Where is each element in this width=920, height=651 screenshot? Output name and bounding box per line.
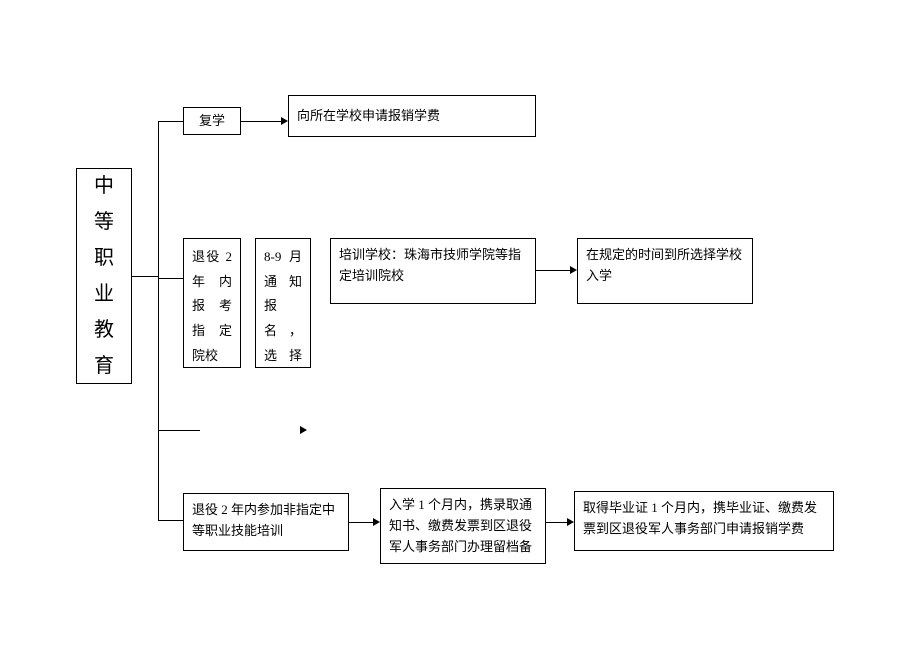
arrow-b3-grad [567,518,574,526]
root-label: 中等职业教育 [94,168,114,384]
arrow-b2-enroll [570,266,577,274]
b2-enroll-label: 在规定的时间到所选择学校入学 [586,247,742,283]
b3-train-label: 退役 2 年内参加非指定中等职业技能培训 [192,502,335,538]
b3-month-label: 入学 1 个月内，携录取通知书、缴费发票到区退役军人事务部门办理留档备 [389,497,532,554]
node-fuxue: 复学 [183,107,241,135]
b2-notify-label: 8-9 月通 知报名，选 择学校、 [264,249,302,368]
conn-stub [158,430,200,431]
conn-fuxue-out [241,121,281,122]
node-b3-train: 退役 2 年内参加非指定中等职业技能培训 [183,493,349,551]
b3-grad-label: 取得毕业证 1 个月内，携毕业证、缴费发票到区退役军人事务部门申请报销学费 [583,500,817,536]
node-b3-grad: 取得毕业证 1 个月内，携毕业证、缴费发票到区退役军人事务部门申请报销学费 [574,491,834,551]
conn-root-out [132,276,158,277]
fuxue-out-label: 向所在学校申请报销学费 [297,106,440,127]
fuxue-label: 复学 [199,111,225,132]
conn-b3 [158,520,183,521]
arrow-stub [300,426,307,434]
arrow-fuxue [281,117,288,125]
conn-b1 [158,121,183,122]
node-b2-enroll: 在规定的时间到所选择学校入学 [577,238,753,304]
node-fuxue-out: 向所在学校申请报销学费 [288,95,536,137]
conn-trunk [158,121,159,520]
root-node: 中等职业教育 [76,168,132,384]
node-b2-apply: 退役 2 年 内报 考指 定院校 [183,238,241,368]
arrow-b3-month [373,518,380,526]
b2-apply-label: 退役 2 年 内报 考指 定院校 [192,249,232,363]
node-b3-month: 入学 1 个月内，携录取通知书、缴费发票到区退役军人事务部门办理留档备 [380,488,546,564]
conn-b2 [158,278,183,279]
conn-b2-school-enroll [536,270,570,271]
node-b2-school: 培训学校：珠海市技师学院等指定培训院校 [330,238,536,304]
conn-b3-train-month [349,522,373,523]
node-b2-notify: 8-9 月通 知报名，选 择学校、 [255,238,311,368]
conn-b3-month-grad [546,522,567,523]
b2-school-label: 培训学校：珠海市技师学院等指定培训院校 [339,247,521,283]
